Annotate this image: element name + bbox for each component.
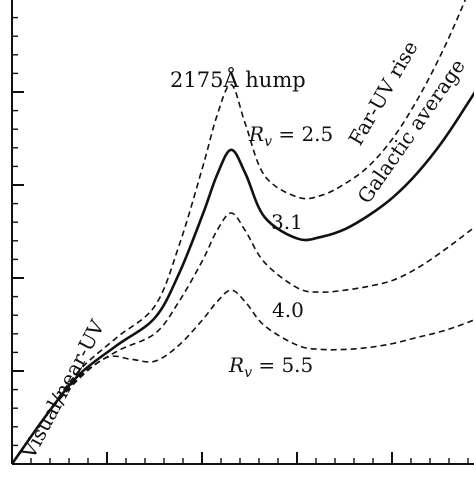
visual-near-uv-label: Visual/near-UV (16, 316, 110, 464)
rv-3-1-label: 3.1 (271, 210, 303, 234)
rv-4-0-label: 4.0 (272, 298, 304, 322)
series-line-0 (11, 0, 467, 465)
series-line-2 (11, 212, 474, 465)
series-line-3 (11, 289, 474, 465)
rv-2-5-label: Rv = 2.5 (248, 122, 333, 150)
annotations: 2175Å hump Rv = 2.5 3.1 4.0 Rv = 5.5 Far… (16, 37, 470, 464)
curves (10, 0, 474, 465)
series-line-1 (10, 91, 474, 465)
axes (11, 0, 474, 465)
hump-label: 2175Å hump (170, 67, 306, 92)
rv-5-5-label: Rv = 5.5 (228, 353, 313, 381)
